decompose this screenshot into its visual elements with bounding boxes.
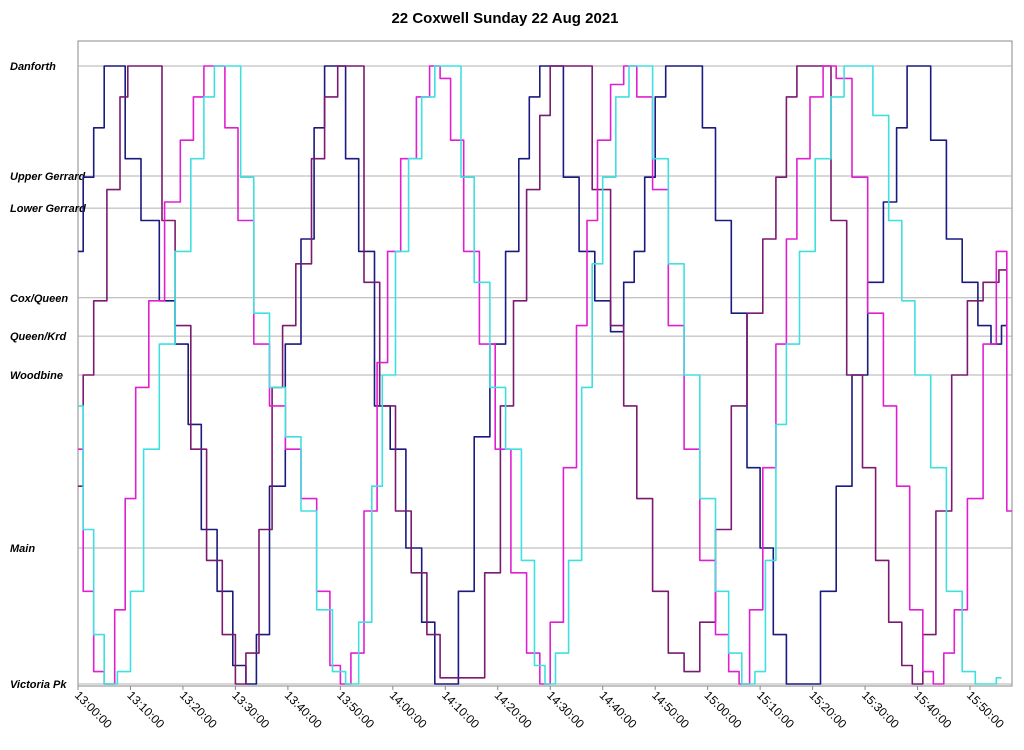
x-tick-label: 15:50:00 — [964, 688, 1007, 731]
x-tick-label: 15:20:00 — [806, 688, 849, 731]
x-tick-label: 13:10:00 — [124, 688, 167, 731]
plot-frame — [77, 40, 1013, 687]
series-line-4 — [78, 65, 1002, 685]
x-axis-labels: 13:00:00 13:10:00 13:20:00 13:30:00 13:40:00… — [72, 686, 1007, 731]
chart-title: 22 Coxwell Sunday 22 Aug 2021 — [391, 10, 618, 27]
x-tick-label: 15:30:00 — [859, 688, 902, 731]
x-tick-label: 15:10:00 — [754, 688, 797, 731]
y-tick-label: Woodbine — [10, 370, 63, 382]
x-tick-label: 13:30:00 — [229, 688, 272, 731]
y-tick-label: Cox/Queen — [10, 293, 68, 305]
y-tick-label: Danforth — [10, 61, 56, 73]
series-line-2 — [78, 65, 1007, 685]
x-tick-label: 14:20:00 — [492, 688, 535, 731]
x-tick-label: 13:20:00 — [177, 688, 220, 731]
x-tick-label: 14:30:00 — [544, 688, 587, 731]
x-tick-label: 13:40:00 — [282, 688, 325, 731]
y-tick-label: Main — [10, 543, 35, 555]
x-tick-label: 14:00:00 — [387, 688, 430, 731]
y-axis-labels: Danforth Upper Gerrard Lower Gerrard Cox/Qu… — [10, 61, 86, 691]
x-tick-label: 15:00:00 — [702, 688, 745, 731]
x-tick-label: 14:40:00 — [597, 688, 640, 731]
y-tick-label: Victoria Pk — [10, 679, 67, 691]
x-tick-label: 13:50:00 — [334, 688, 377, 731]
y-tick-label: Lower Gerrard — [10, 203, 86, 215]
y-tick-label: Queen/Krd — [10, 331, 67, 343]
x-tick-label: 14:50:00 — [649, 688, 692, 731]
x-tick-label: 13:00:00 — [72, 688, 115, 731]
gridlines — [78, 65, 1012, 685]
y-tick-label: Upper Gerrard — [10, 171, 85, 183]
series-lines — [78, 65, 1012, 685]
x-tick-label: 15:40:00 — [911, 688, 954, 731]
x-tick-label: 14:10:00 — [439, 688, 482, 731]
